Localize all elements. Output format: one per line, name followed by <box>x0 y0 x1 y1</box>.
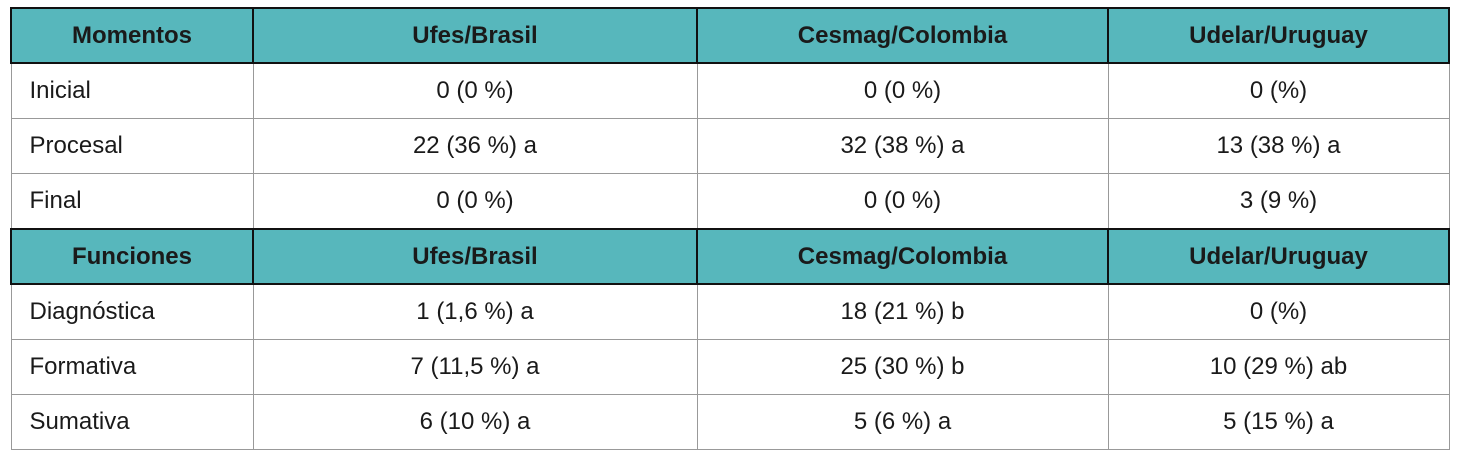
header-cell-funciones: Funciones <box>10 228 254 285</box>
header-cell-ufes-brasil: Ufes/Brasil <box>252 228 698 285</box>
row-label: Formativa <box>10 339 254 395</box>
data-cell: 6 (10 %) a <box>252 394 698 450</box>
data-cell: 32 (38 %) a <box>696 118 1109 174</box>
data-cell: 5 (6 %) a <box>696 394 1109 450</box>
row-label: Diagnóstica <box>10 283 254 340</box>
table-row-final: Final 0 (0 %) 0 (0 %) 3 (9 %) <box>10 173 1450 230</box>
table-row-diagnostica: Diagnóstica 1 (1,6 %) a 18 (21 %) b 0 (%… <box>10 283 1450 340</box>
data-cell: 0 (0 %) <box>252 62 698 119</box>
header-cell-cesmag-colombia: Cesmag/Colombia <box>696 7 1109 64</box>
data-cell: 22 (36 %) a <box>252 118 698 174</box>
header-cell-udelar-uruguay: Udelar/Uruguay <box>1107 7 1450 64</box>
row-label: Inicial <box>10 62 254 119</box>
table-row-inicial: Inicial 0 (0 %) 0 (0 %) 0 (%) <box>10 62 1450 119</box>
table-row-sumativa: Sumativa 6 (10 %) a 5 (6 %) a 5 (15 %) a <box>10 394 1450 450</box>
data-cell: 0 (0 %) <box>252 173 698 230</box>
header-row-momentos: Momentos Ufes/Brasil Cesmag/Colombia Ude… <box>10 7 1450 64</box>
data-cell: 0 (0 %) <box>696 173 1109 230</box>
data-cell: 0 (0 %) <box>696 62 1109 119</box>
data-cell: 0 (%) <box>1107 283 1450 340</box>
data-cell: 13 (38 %) a <box>1107 118 1450 174</box>
data-cell: 18 (21 %) b <box>696 283 1109 340</box>
data-cell: 7 (11,5 %) a <box>252 339 698 395</box>
data-cell: 3 (9 %) <box>1107 173 1450 230</box>
header-cell-ufes-brasil: Ufes/Brasil <box>252 7 698 64</box>
table-row-procesal: Procesal 22 (36 %) a 32 (38 %) a 13 (38 … <box>10 118 1450 174</box>
data-cell: 1 (1,6 %) a <box>252 283 698 340</box>
data-cell: 25 (30 %) b <box>696 339 1109 395</box>
header-cell-cesmag-colombia: Cesmag/Colombia <box>696 228 1109 285</box>
row-label: Final <box>10 173 254 230</box>
row-label: Procesal <box>10 118 254 174</box>
data-cell: 5 (15 %) a <box>1107 394 1450 450</box>
data-cell: 10 (29 %) ab <box>1107 339 1450 395</box>
header-cell-udelar-uruguay: Udelar/Uruguay <box>1107 228 1450 285</box>
table-row-formativa: Formativa 7 (11,5 %) a 25 (30 %) b 10 (2… <box>10 339 1450 395</box>
results-table: Momentos Ufes/Brasil Cesmag/Colombia Ude… <box>10 7 1450 450</box>
row-label: Sumativa <box>10 394 254 450</box>
header-cell-momentos: Momentos <box>10 7 254 64</box>
data-cell: 0 (%) <box>1107 62 1450 119</box>
header-row-funciones: Funciones Ufes/Brasil Cesmag/Colombia Ud… <box>10 228 1450 285</box>
